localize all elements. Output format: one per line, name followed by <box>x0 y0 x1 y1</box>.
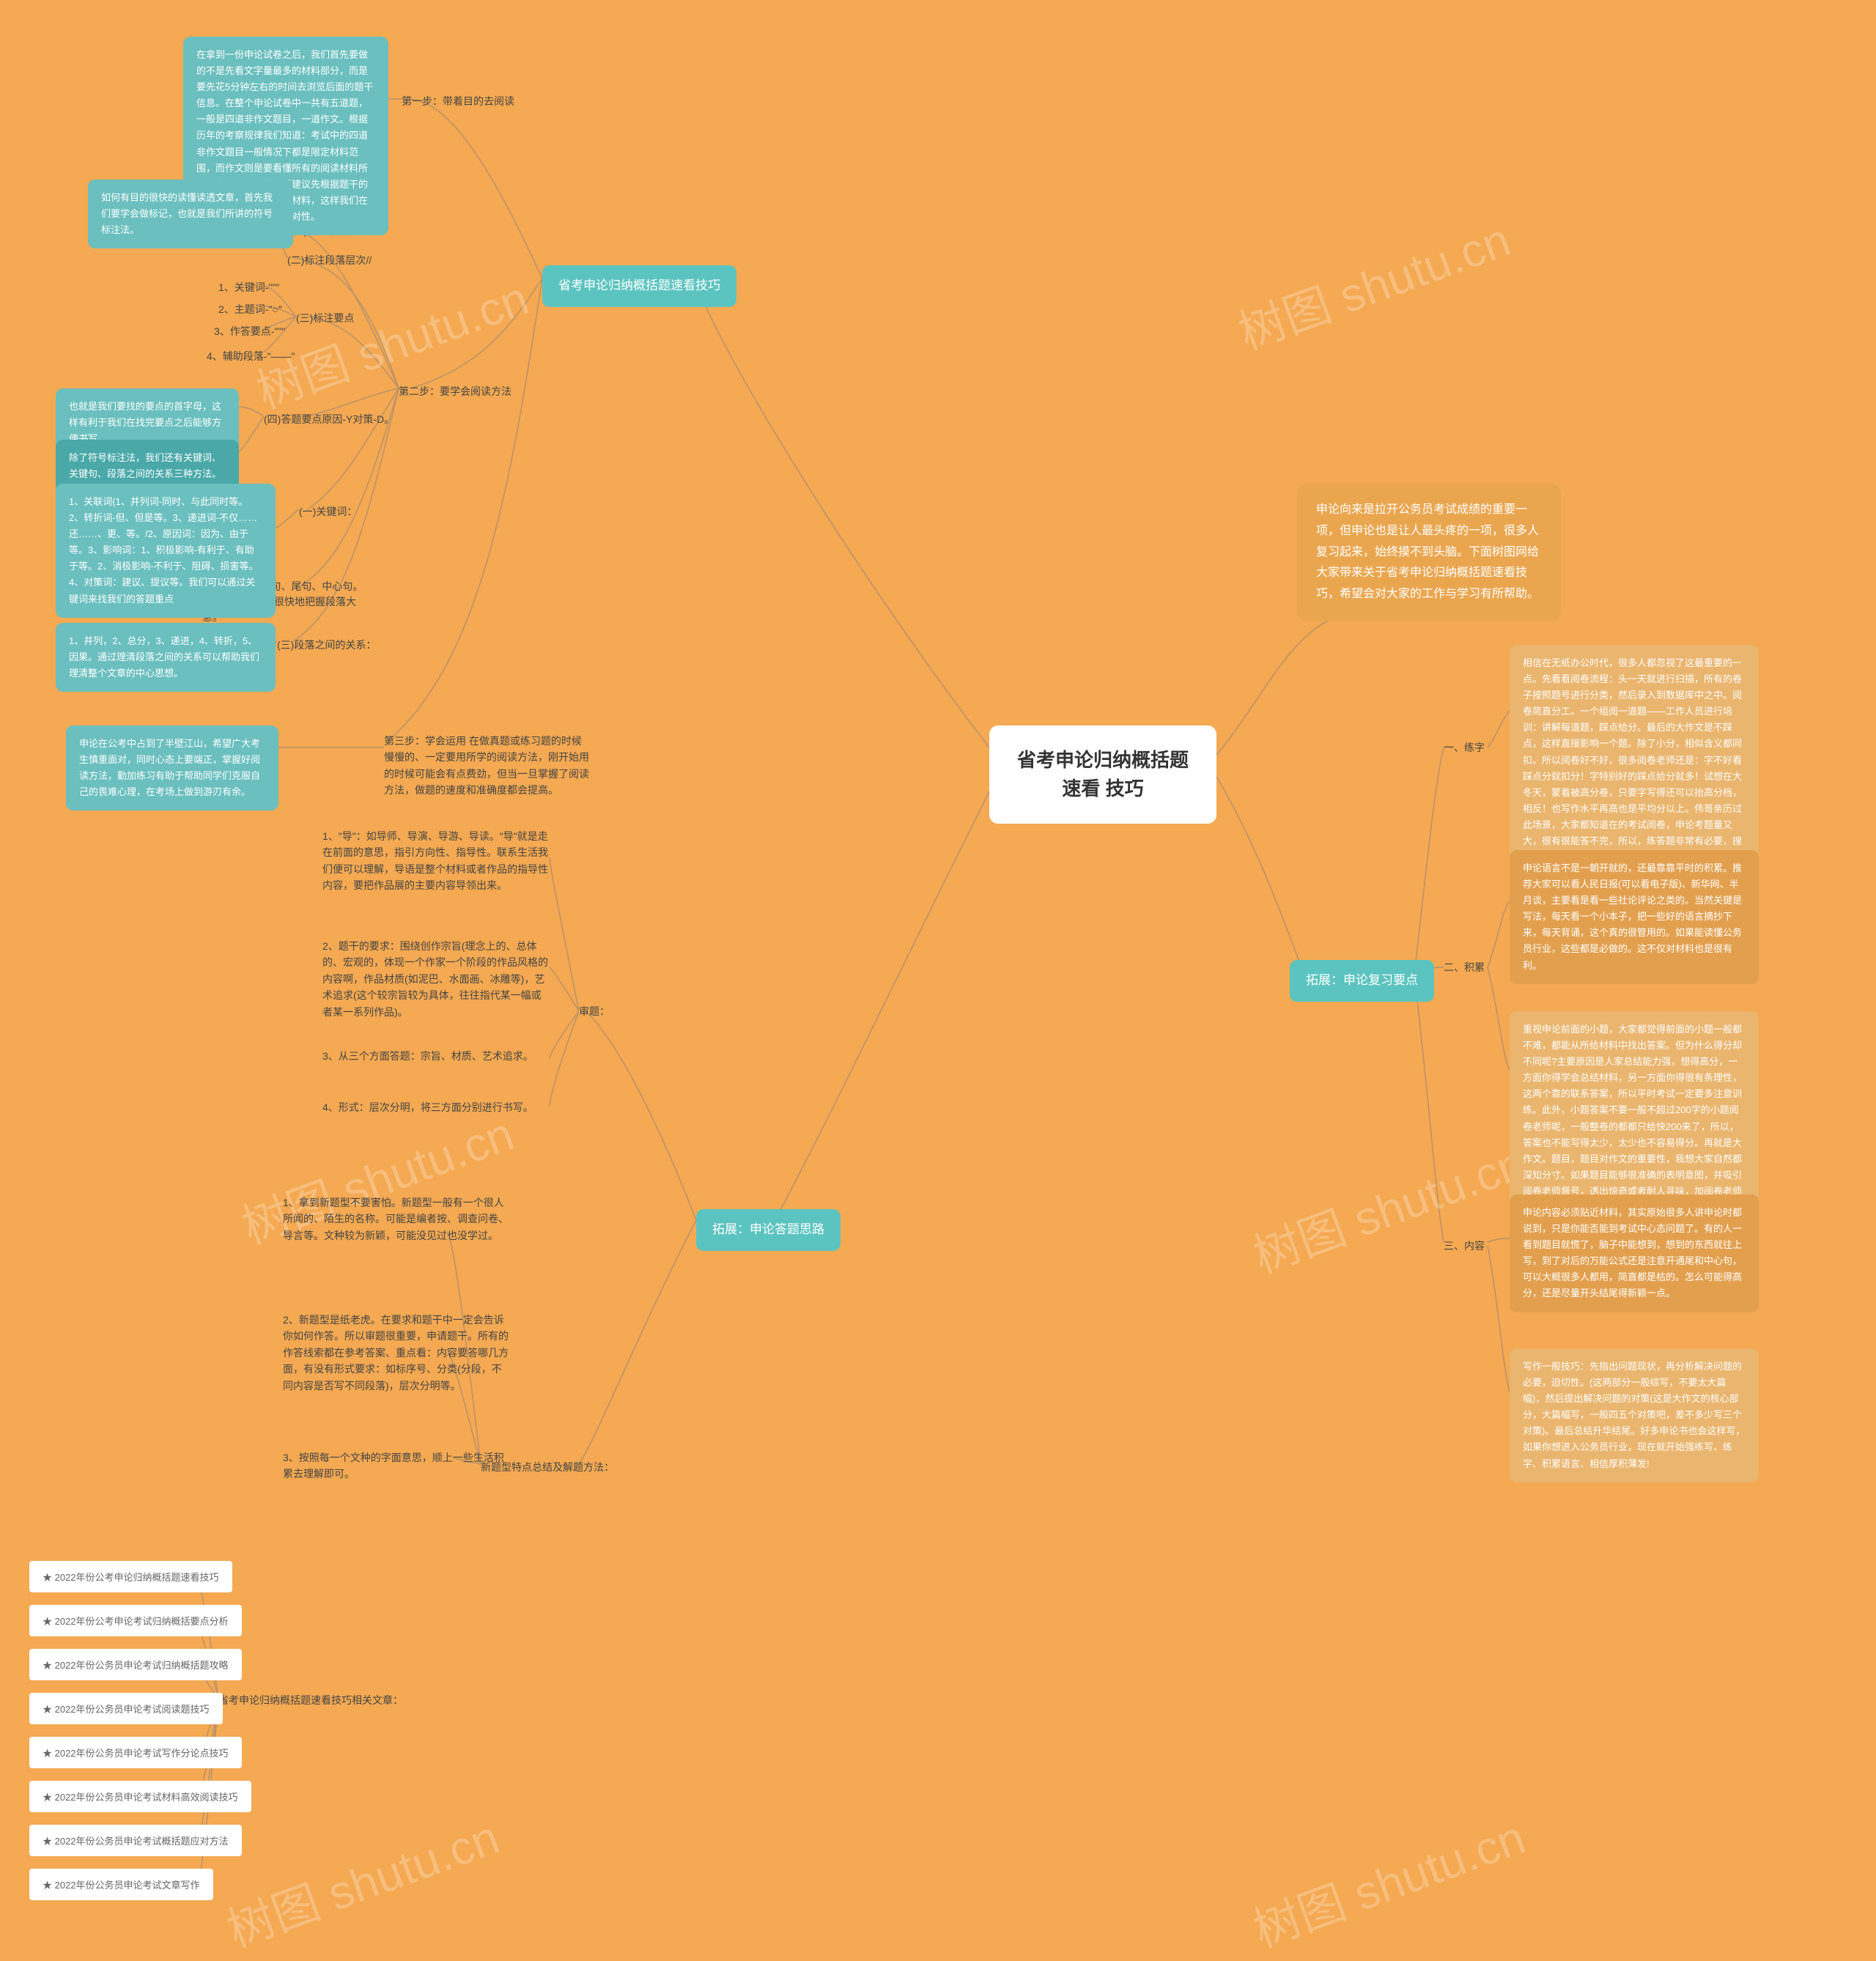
label-g3: (三)段落之间的关系： <box>277 638 376 652</box>
intro-node: 申论向来是拉开公务员考试成绩的重要一项，但申论也是让人最头疼的一项，很多人复习起… <box>1297 484 1561 621</box>
leaf-neirong2: 写作一般技巧：先指出问题现状，再分析解决问题的必要，迫切性。(这两部分一般综写，… <box>1510 1348 1759 1482</box>
leaf-keywords: 1、关联词(1、并列词-同时、与此同时等。2、转折词-但、但是等。3、递进词-不… <box>56 484 276 618</box>
label-st3: 3、从三个方面答题：宗旨、材质、艺术追求。 <box>322 1048 550 1064</box>
related-article[interactable]: ★ 2022年份公务员申论考试材料高效阅读技巧 <box>29 1781 251 1812</box>
hub-answer[interactable]: 拓展：申论答题思路 <box>696 1209 841 1251</box>
label-f3: (三)标注要点 <box>296 311 354 325</box>
leaf-neirong1: 申论内容必须贴近材料，其实原始很多人讲申论时都说到，只是你能否能到考试中心态问题… <box>1510 1194 1759 1312</box>
watermark: 树图 shutu.cn <box>1243 1800 1533 1960</box>
related-article[interactable]: ★ 2022年份公务员申论考试概括题应对方法 <box>29 1825 242 1856</box>
label-st2: 2、题干的要求：围绕创作宗旨(理念上的、总体的、宏观的，体现一个作家一个阶段的作… <box>322 938 550 1020</box>
label-step1: 第一步：带着目的去阅读 <box>402 94 514 108</box>
leaf-step3: 申论在公考中占到了半壁江山，希望广大考生慎重面对，同时心态上要端正，掌握好阅读方… <box>66 725 278 810</box>
watermark: 树图 shutu.cn <box>217 1800 507 1960</box>
related-article[interactable]: ★ 2022年份公务员申论考试写作分论点技巧 <box>29 1737 242 1768</box>
hub-review[interactable]: 拓展：申论复习要点 <box>1290 960 1434 1002</box>
label-f4: (四)答题要点原因-Y对策-D。 <box>264 412 394 426</box>
leaf-jilei1: 申论语言不是一朝开就的，还最靠靠平时的积累。推荐大家可以看人民日报(可以看电子版… <box>1510 850 1759 984</box>
label-g1: (一)关键词： <box>299 504 357 519</box>
label-kw3: 3、作答要点-""" <box>214 324 285 339</box>
related-article[interactable]: ★ 2022年份公务员申论考试归纳概括题攻略 <box>29 1649 242 1680</box>
watermark: 树图 shutu.cn <box>1228 202 1518 363</box>
related-article[interactable]: ★ 2022年份公务员申论考试阅读题技巧 <box>29 1693 223 1724</box>
label-f2: (二)标注段落层次// <box>287 253 372 267</box>
label-nt2: 2、新题型是纸老虎。在要求和题干中一定会告诉你如何作答。所以审题很重要，申请题干… <box>283 1312 510 1394</box>
label-neirong: 三、内容 <box>1444 1238 1485 1253</box>
watermark: 树图 shutu.cn <box>1243 1126 1533 1286</box>
leaf-para-rel: 1、并列，2、总分，3、递进，4、转折，5、因果。通过理清段落之间的关系可以帮助… <box>56 623 276 692</box>
related-heading: 省考申论归纳概括题速看技巧相关文章： <box>218 1693 403 1707</box>
related-article[interactable]: ★ 2022年份公考申论考试归纳概括要点分析 <box>29 1605 242 1636</box>
label-kw2: 2、主题词-"○" <box>218 302 282 317</box>
label-lianzi: 一、练字 <box>1444 740 1485 755</box>
label-nt1: 1、拿到新题型不要害怕。新题型一般有一个很人所闻的、陌生的名称。可能是编者按、调… <box>283 1194 510 1244</box>
label-shenti: 审题： <box>579 1004 610 1019</box>
related-article[interactable]: ★ 2022年份公考申论归纳概括题速看技巧 <box>29 1561 232 1592</box>
root-node[interactable]: 省考申论归纳概括题速看 技巧 <box>989 725 1216 824</box>
label-step3: 第三步：学会运用 在做真题或练习题的时候慢慢的、一定要用所学的阅读方法，刚开始用… <box>384 733 589 799</box>
label-jilei: 二、积累 <box>1444 960 1485 975</box>
label-step2: 第二步：要学会阅读方法 <box>399 384 512 399</box>
hub-tips[interactable]: 省考申论归纳概括题速看技巧 <box>542 265 736 307</box>
label-st1: 1、"导"：如导师、导演、导游、导读。"导"就是走在前面的意思，指引方向性、指导… <box>322 828 550 894</box>
label-nt3: 3、按照每一个文种的字面意思，顺上一些生活积累去理解即可。 <box>283 1449 510 1482</box>
leaf-mark: 如何有目的很快的读懂读透文章，首先我们要学会做标记，也就是我们所讲的符号标注法。 <box>88 180 293 248</box>
label-st4: 4、形式：层次分明，将三方面分别进行书写。 <box>322 1099 550 1115</box>
label-kw1: 1、关键词-""" <box>218 280 279 295</box>
label-kw4: 4、辅助段落-"——" <box>207 349 295 363</box>
related-article[interactable]: ★ 2022年份公务员申论考试文章写作 <box>29 1869 213 1900</box>
